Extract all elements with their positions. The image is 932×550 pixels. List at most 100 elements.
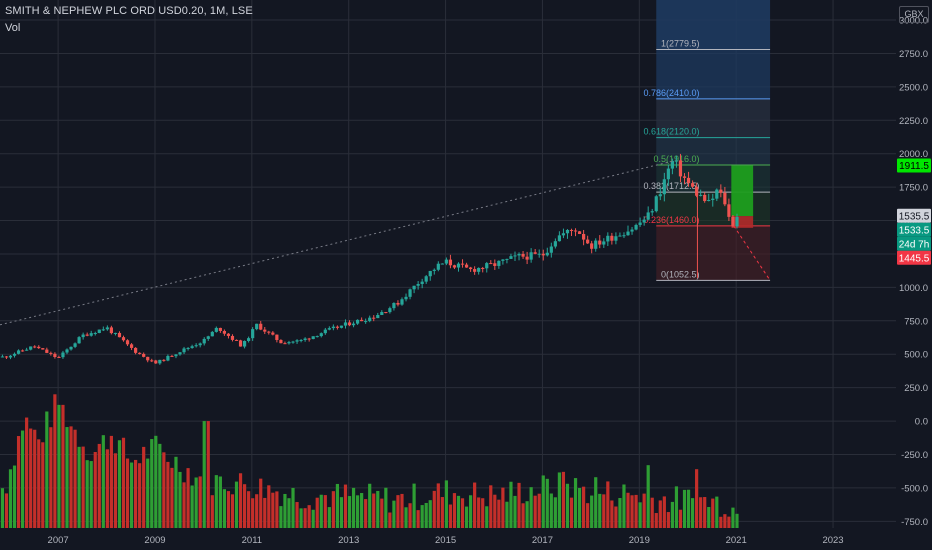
candle-body (279, 339, 283, 344)
candle-body (101, 329, 105, 331)
volume-bar (549, 493, 553, 528)
candle-body (376, 314, 380, 319)
symbol-title[interactable]: SMITH & NEPHEW PLC ORD USD0.20, 1M, LSE (5, 5, 253, 17)
candle-body (711, 198, 715, 201)
candle-body (501, 259, 505, 261)
time-tick-label: 2007 (48, 535, 69, 546)
candle-body (396, 302, 400, 305)
candle-body (198, 343, 202, 346)
candle-body (545, 252, 549, 256)
volume-bar (638, 502, 642, 528)
candle-body (565, 229, 570, 234)
volume-bar (723, 514, 727, 528)
volume-bar (275, 491, 279, 528)
volume-bar (109, 435, 113, 528)
volume-bar (315, 497, 319, 528)
dashed-target-line (733, 225, 771, 281)
volume-bar (553, 497, 557, 528)
candle-body (97, 329, 101, 333)
volume-bar (404, 507, 408, 528)
volume-bar (291, 487, 295, 528)
candle-body (247, 338, 251, 341)
volume-bar (602, 494, 606, 528)
volume-bar (384, 487, 388, 528)
candle-body (521, 253, 525, 257)
volume-bar (541, 475, 545, 528)
volume-indicator-label[interactable]: Vol (5, 22, 21, 34)
volume-bar (372, 493, 376, 528)
volume-bar (650, 497, 654, 528)
currency-unit-badge[interactable]: GBX (899, 6, 929, 23)
candle-body (16, 350, 21, 354)
volume-bar (186, 468, 190, 528)
volume-bar (154, 435, 158, 528)
volume-bar (323, 495, 327, 528)
candle-body (428, 270, 432, 277)
candle-body (533, 252, 537, 254)
volume-bar (626, 492, 630, 528)
price-tag-bg (897, 158, 931, 173)
volume-bar (166, 461, 170, 528)
candle-body (469, 267, 473, 270)
volume-bar (420, 505, 424, 528)
volume-bar (444, 480, 448, 528)
candle-body (622, 235, 626, 237)
candle-body (590, 243, 594, 249)
volume-bar (368, 483, 372, 528)
candle-body (569, 229, 574, 231)
candle-body (61, 352, 65, 358)
candle-body (319, 333, 323, 337)
candle-body (351, 323, 356, 326)
candle-body (699, 194, 703, 196)
candle-body (93, 332, 97, 334)
volume-bar (0, 488, 5, 528)
volume-bar (662, 496, 666, 528)
price-tag-label: 24d 7h (899, 239, 930, 250)
volume-bar (642, 493, 646, 528)
candle-body (594, 240, 598, 249)
candle-body (85, 334, 89, 336)
candle-body (719, 189, 723, 193)
time-tick-label: 2015 (435, 535, 456, 546)
volume-bar (699, 497, 703, 528)
volume-bar (658, 500, 662, 528)
candle-body (424, 276, 428, 282)
volume-bar (61, 404, 65, 528)
volume-bar (513, 495, 517, 528)
volume-bar (505, 501, 509, 528)
candle-body (497, 260, 501, 266)
candle-body (150, 360, 154, 362)
time-tick-label: 2019 (629, 535, 650, 546)
candle-body (315, 336, 319, 338)
volume-bar (303, 508, 307, 528)
candle-body (614, 236, 618, 241)
candle-body (662, 179, 666, 195)
candle-body (727, 204, 731, 217)
candle-body (242, 340, 247, 347)
candle-body (444, 259, 448, 264)
candle-body (477, 267, 481, 272)
volume-bar (590, 495, 594, 528)
candle-body (182, 348, 186, 353)
volume-bar (129, 462, 134, 528)
candle-body (432, 269, 436, 271)
volume-bar (238, 473, 243, 528)
volume-bar (53, 394, 57, 528)
volume-bar (517, 482, 521, 528)
volume-bar (259, 478, 263, 528)
candle-body (234, 339, 239, 341)
volume-bar (577, 487, 582, 528)
volume-bar (678, 509, 683, 528)
volume-bar (428, 500, 432, 528)
volume-bar (158, 443, 162, 528)
price-tag-label: 1535.5 (899, 211, 930, 222)
candle-body (25, 349, 29, 351)
volume-bar (331, 491, 335, 528)
candle-body (557, 235, 561, 242)
volume-bar (251, 498, 255, 528)
price-tick-label: 1750.0 (899, 183, 928, 194)
candle-body (327, 328, 331, 330)
candle-body (606, 235, 610, 242)
candle-body (125, 340, 130, 345)
